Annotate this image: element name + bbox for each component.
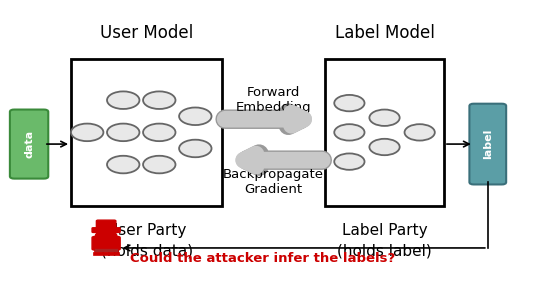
FancyBboxPatch shape [92, 228, 120, 233]
Circle shape [179, 140, 211, 157]
FancyBboxPatch shape [92, 237, 120, 250]
Bar [71, 59, 222, 206]
Text: Gradient: Gradient [244, 183, 303, 196]
Circle shape [143, 123, 176, 141]
Bar [325, 59, 444, 206]
Circle shape [370, 139, 399, 155]
Circle shape [107, 123, 139, 141]
Text: (holds label): (holds label) [337, 243, 432, 258]
Text: Label Party: Label Party [341, 223, 427, 238]
FancyBboxPatch shape [10, 110, 48, 178]
Text: Could the attacker infer the labels?: Could the attacker infer the labels? [131, 252, 396, 265]
Text: (holds data): (holds data) [101, 243, 193, 258]
Text: Backpropagate: Backpropagate [223, 168, 324, 181]
Text: Embedding: Embedding [236, 101, 312, 114]
Text: Forward: Forward [247, 86, 300, 99]
Circle shape [143, 156, 176, 173]
Text: User Party: User Party [107, 223, 186, 238]
Circle shape [71, 123, 104, 141]
Circle shape [334, 153, 365, 170]
Circle shape [334, 95, 365, 111]
FancyBboxPatch shape [96, 220, 116, 231]
Bar [94, 248, 118, 252]
Text: label: label [483, 129, 493, 159]
Circle shape [334, 124, 365, 141]
Circle shape [179, 108, 211, 125]
Circle shape [370, 110, 399, 126]
Circle shape [95, 230, 117, 242]
Circle shape [404, 124, 435, 141]
Text: Label Model: Label Model [334, 24, 435, 42]
Text: data: data [24, 130, 34, 158]
Circle shape [107, 156, 139, 173]
FancyBboxPatch shape [469, 104, 506, 184]
Circle shape [107, 91, 139, 109]
Circle shape [143, 91, 176, 109]
Text: User Model: User Model [100, 24, 193, 42]
Bar [93, 252, 119, 255]
